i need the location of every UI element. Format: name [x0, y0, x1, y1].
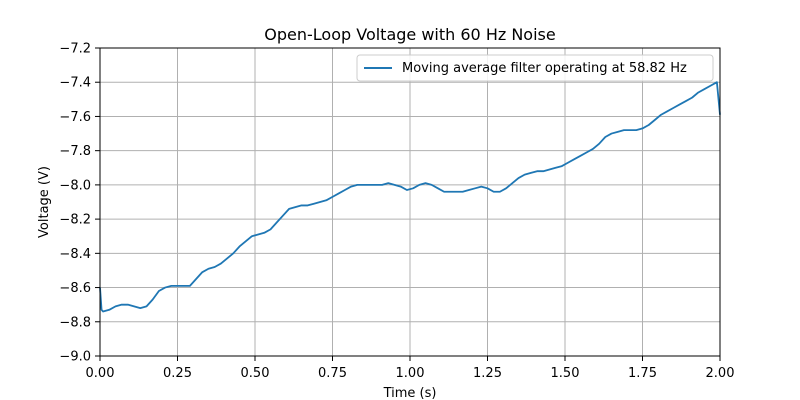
y-tick-label: −7.6 — [59, 110, 91, 125]
y-tick-label: −7.2 — [59, 42, 91, 57]
legend: Moving average filter operating at 58.82… — [356, 54, 714, 82]
y-tick-label: −7.8 — [59, 144, 91, 159]
series-layer — [99, 81, 721, 313]
y-tick-label: −7.4 — [59, 76, 91, 91]
y-tick-label: −8.6 — [59, 281, 91, 296]
x-tick-label: 1.50 — [551, 366, 580, 381]
x-tick-label: 1.25 — [473, 366, 502, 381]
y-tick-label: −8.4 — [59, 247, 91, 262]
grid — [99, 47, 721, 357]
x-tick-label: 0.25 — [163, 366, 192, 381]
x-axis-label: Time (s) — [383, 386, 437, 400]
legend-label: Moving average filter operating at 58.82… — [402, 61, 687, 76]
series-line — [99, 81, 721, 313]
y-tick-label: −9.0 — [59, 350, 91, 365]
x-tick-label: 2.00 — [706, 366, 735, 381]
x-tick-label: 0.75 — [318, 366, 347, 381]
x-tick-label: 0.50 — [241, 366, 270, 381]
y-axis-label: Voltage (V) — [37, 166, 52, 238]
chart-title: Open-Loop Voltage with 60 Hz Noise — [264, 25, 555, 44]
x-axis: 0.00 0.25 0.50 0.75 1.00 1.25 1.50 1.75 2.00 — [86, 356, 735, 381]
y-tick-label: −8.8 — [59, 315, 91, 330]
x-tick-label: 1.75 — [628, 366, 657, 381]
y-axis: −7.2 −7.4 −7.6 −7.8 −8.0 −8.2 −8.4 −8.6 −8.8 −9.0 — [59, 42, 100, 365]
y-tick-label: −8.0 — [59, 178, 91, 193]
y-tick-label: −8.2 — [59, 213, 91, 228]
legend-box — [356, 54, 714, 82]
x-tick-label: 1.00 — [396, 366, 425, 381]
x-tick-label: 0.00 — [86, 366, 115, 381]
